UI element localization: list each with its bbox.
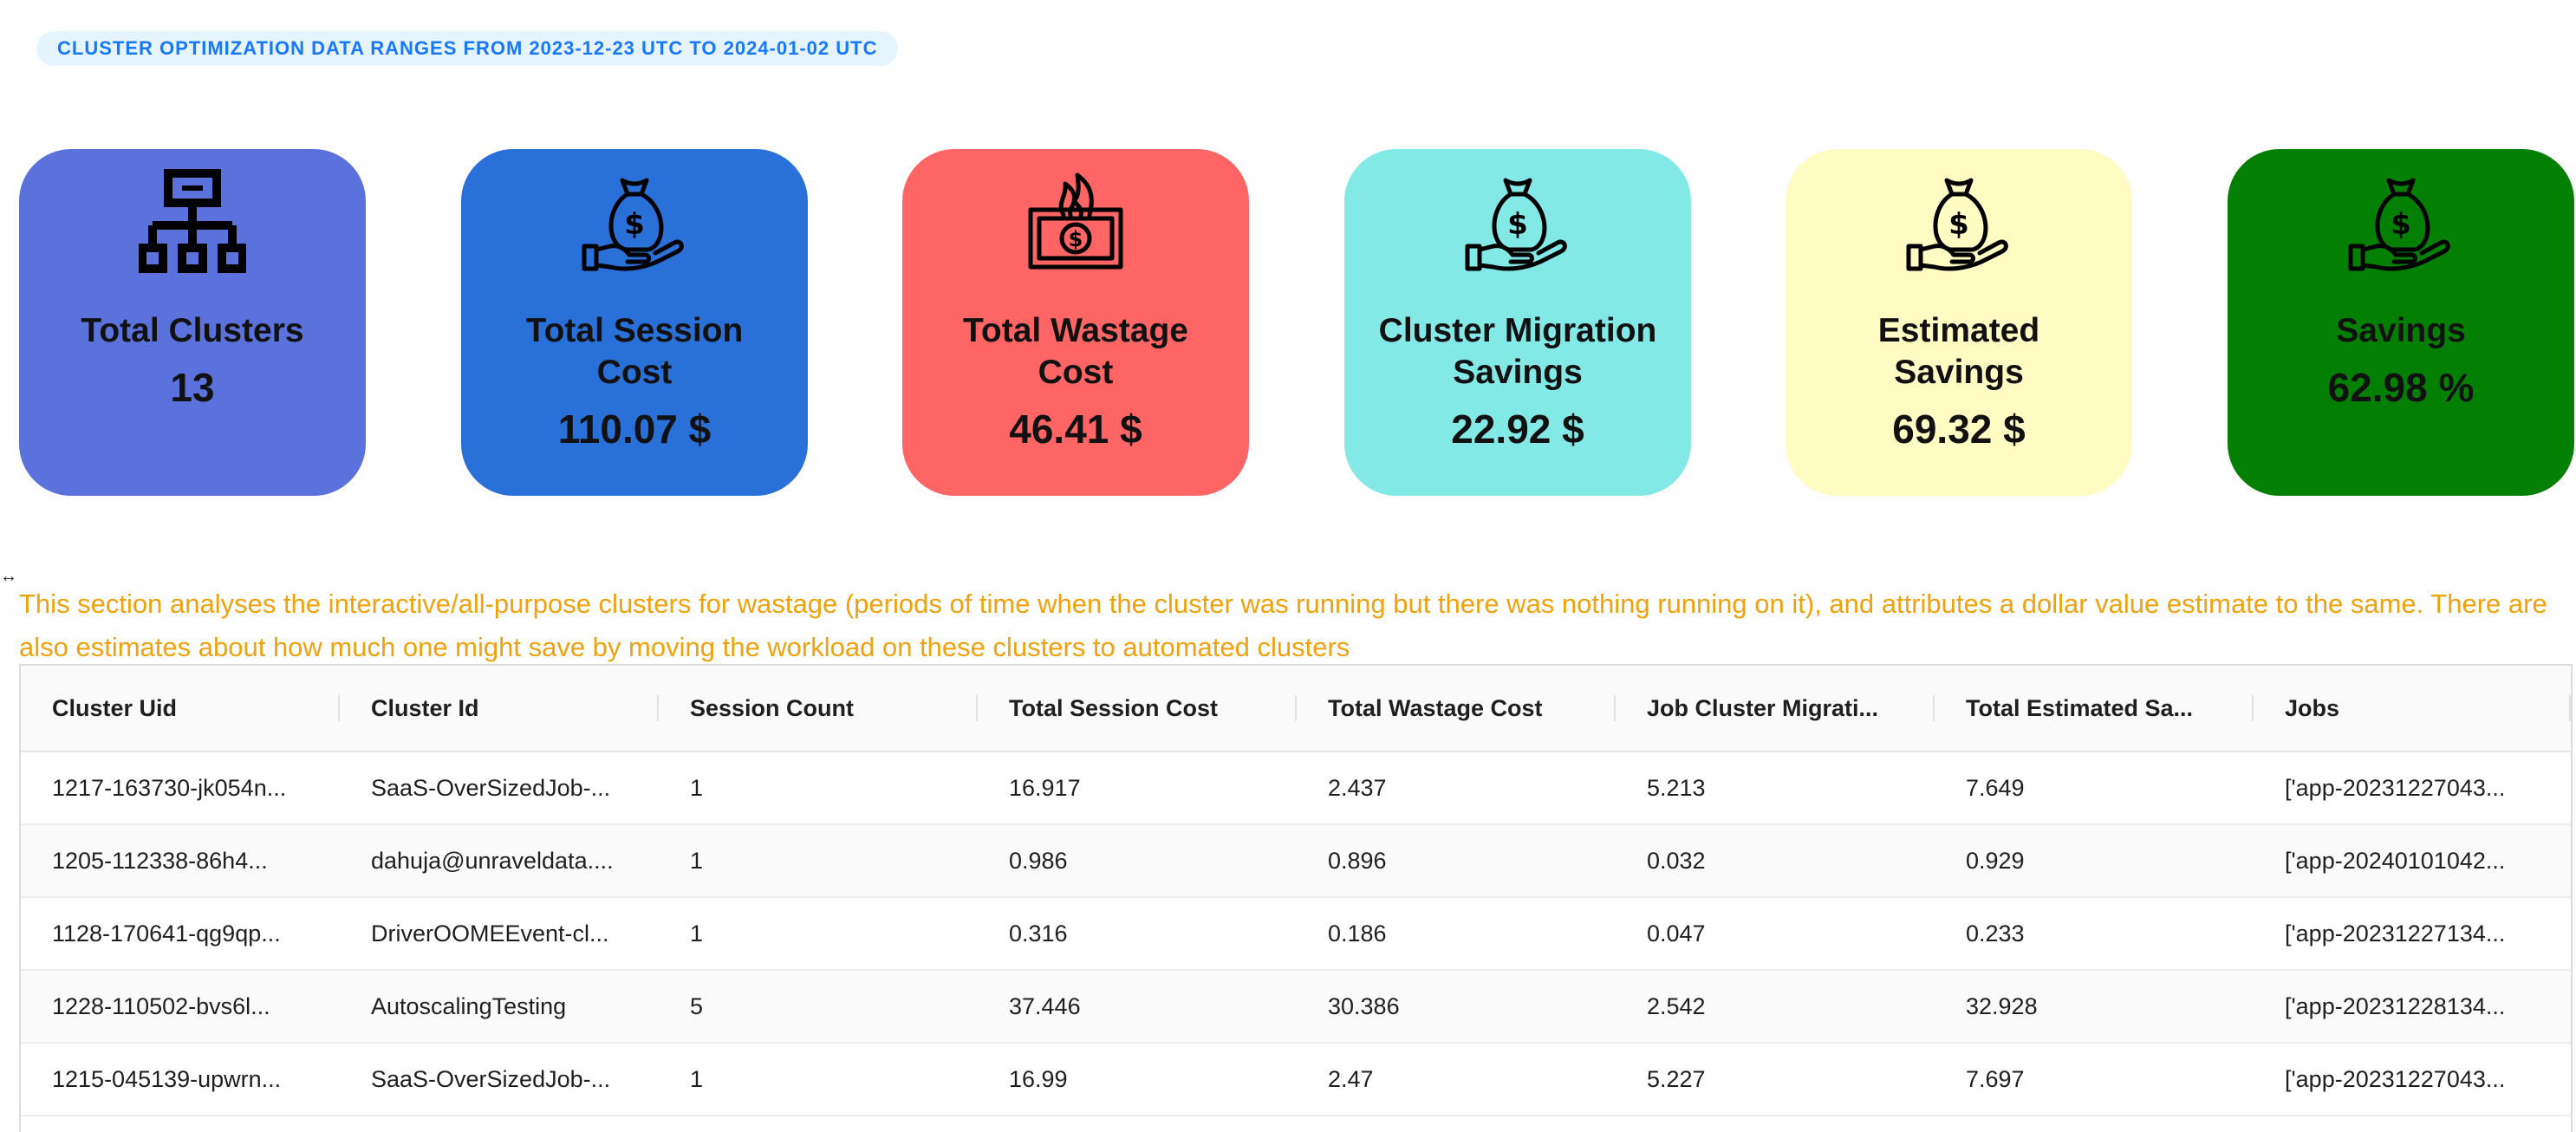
cell-cluster-id: dahuja@unraveldata....	[340, 824, 659, 898]
cell-total-session-cost: 16.99	[978, 1043, 1297, 1116]
resize-cursor-icon: ↔	[0, 567, 17, 586]
cell-total-session-cost: 37.446	[978, 970, 1297, 1044]
cell-cluster-id: SaaS-OverSizedJob-...	[340, 1043, 659, 1116]
cell-cluster-id: AutoscalingTesting	[340, 970, 659, 1044]
svg-text:$: $	[1069, 227, 1083, 251]
money-bag-hand-icon: $	[581, 168, 688, 276]
cluster-hierarchy-icon	[139, 168, 246, 276]
cell-cluster-uid: 1205-112338-86h4...	[21, 824, 340, 898]
cell-job-cluster-migration: 2.542	[1616, 970, 1935, 1044]
card-title: Savings	[2336, 312, 2466, 349]
card-title: Total Clusters	[81, 312, 304, 349]
cell-cluster-id: SaaS-OverSizedJob-...	[340, 751, 659, 825]
burning-money-icon: $	[1022, 168, 1129, 276]
total-clusters-card: Total Clusters 13	[19, 149, 366, 496]
cell-jobs: ['app-20240101042...	[2254, 824, 2571, 898]
cell-cluster-id: DriverOOMEEvent-cl...	[340, 897, 659, 971]
total-wastage-cost-card: $ Total Wastage Cost 46.41 $	[902, 149, 1249, 496]
card-value: 46.41 $	[1009, 407, 1142, 452]
cell-cluster-uid: 1217-163730-jk054n...	[21, 751, 340, 825]
cell-job-cluster-migration: 0.032	[1616, 824, 1935, 898]
table-row[interactable]: 1205-112338-86h4... dahuja@unraveldata..…	[21, 824, 2571, 898]
cell-total-session-cost: 0.986	[978, 824, 1297, 898]
cell-total-estimated-savings: 32.928	[1935, 970, 2254, 1044]
card-value: 22.92 $	[1451, 407, 1584, 452]
cell-jobs: ['app-20231227043...	[2254, 751, 2571, 825]
clusters-table: Cluster Uid Cluster Id Session Count Tot…	[19, 664, 2573, 1132]
column-header-total-wastage-cost[interactable]: Total Wastage Cost	[1297, 666, 1616, 752]
money-bag-hand-icon: $	[2347, 168, 2455, 276]
column-header-jobs[interactable]: Jobs	[2254, 666, 2571, 752]
estimated-savings-card: $ Estimated Savings 69.32 $	[1786, 149, 2132, 496]
cell-total-estimated-savings: 0.233	[1935, 897, 2254, 971]
total-session-cost-card: $ Total Session Cost 110.07 $	[461, 149, 808, 496]
column-header-cluster-uid[interactable]: Cluster Uid	[21, 666, 340, 752]
money-bag-hand-icon: $	[1464, 168, 1571, 276]
card-title: Cluster Migration Savings	[1378, 312, 1657, 391]
savings-card: $ Savings 62.98 %	[2228, 149, 2574, 496]
cell-total-estimated-savings: 7.649	[1935, 751, 2254, 825]
card-title: Estimated Savings	[1877, 312, 2040, 391]
cell-session-count: 1	[659, 751, 978, 825]
cell-cluster-uid: 1215-045139-upwrn...	[21, 1043, 340, 1116]
cell-total-session-cost: 16.917	[978, 751, 1297, 825]
cell-job-cluster-migration: 5.213	[1616, 751, 1935, 825]
cell-jobs: ['app-20231228134...	[2254, 970, 2571, 1044]
cell-total-wastage-cost: 2.47	[1297, 1043, 1616, 1116]
cell-total-wastage-cost: 0.896	[1297, 824, 1616, 898]
cell-session-count: 1	[659, 1043, 978, 1116]
column-header-session-count[interactable]: Session Count	[659, 666, 978, 752]
cell-cluster-uid: 1228-110502-bvs6l...	[21, 970, 340, 1044]
summary-cards: Total Clusters 13 $ Total Session Cost 1…	[19, 149, 2576, 496]
cell-jobs: ['app-20231227134...	[2254, 897, 2571, 971]
card-title: Total Wastage Cost	[962, 312, 1189, 391]
cell-total-wastage-cost: 2.437	[1297, 751, 1616, 825]
card-value: 69.32 $	[1892, 407, 2026, 452]
card-value: 13	[170, 365, 215, 410]
table-row[interactable]: 1215-045139-upwrn... SaaS-OverSizedJob-.…	[21, 1043, 2571, 1116]
table-row[interactable]: 1228-110502-bvs6l... AutoscalingTesting …	[21, 970, 2571, 1044]
svg-text:$: $	[624, 207, 645, 242]
cluster-migration-savings-card: $ Cluster Migration Savings 22.92 $	[1344, 149, 1691, 496]
money-bag-hand-icon: $	[1905, 168, 2013, 276]
svg-text:$: $	[1507, 207, 1528, 242]
column-header-total-session-cost[interactable]: Total Session Cost	[978, 666, 1297, 752]
card-title: Total Session Cost	[525, 312, 744, 391]
cell-session-count: 1	[659, 824, 978, 898]
section-description: This section analyses the interactive/al…	[19, 589, 2547, 662]
cell-total-wastage-cost: 0.186	[1297, 897, 1616, 971]
column-header-job-cluster-migration[interactable]: Job Cluster Migrati...	[1616, 666, 1935, 752]
cell-session-count: 5	[659, 970, 978, 1044]
table-header-row: Cluster Uid Cluster Id Session Count Tot…	[21, 666, 2571, 752]
date-range-badge: CLUSTER OPTIMIZATION DATA RANGES FROM 20…	[36, 31, 899, 66]
cell-total-estimated-savings: 0.929	[1935, 824, 2254, 898]
cell-job-cluster-migration: 0.047	[1616, 897, 1935, 971]
card-value: 62.98 %	[2327, 365, 2475, 410]
table-row[interactable]: 1128-170641-qg9qp... DriverOOMEEvent-cl.…	[21, 897, 2571, 971]
cell-jobs: ['app-20231227043...	[2254, 1043, 2571, 1116]
card-value: 110.07 $	[557, 407, 712, 452]
cell-total-wastage-cost: 30.386	[1297, 970, 1616, 1044]
cell-job-cluster-migration: 5.227	[1616, 1043, 1935, 1116]
table-row[interactable]: 1217-163730-jk054n... SaaS-OverSizedJob-…	[21, 751, 2571, 825]
svg-text:$: $	[1948, 207, 1969, 242]
column-header-total-estimated-savings[interactable]: Total Estimated Sa...	[1935, 666, 2254, 752]
svg-text:$: $	[2391, 207, 2411, 242]
cell-total-estimated-savings: 7.697	[1935, 1043, 2254, 1116]
column-header-cluster-id[interactable]: Cluster Id	[340, 666, 659, 752]
cell-session-count: 1	[659, 897, 978, 971]
cell-cluster-uid: 1128-170641-qg9qp...	[21, 897, 340, 971]
cell-total-session-cost: 0.316	[978, 897, 1297, 971]
